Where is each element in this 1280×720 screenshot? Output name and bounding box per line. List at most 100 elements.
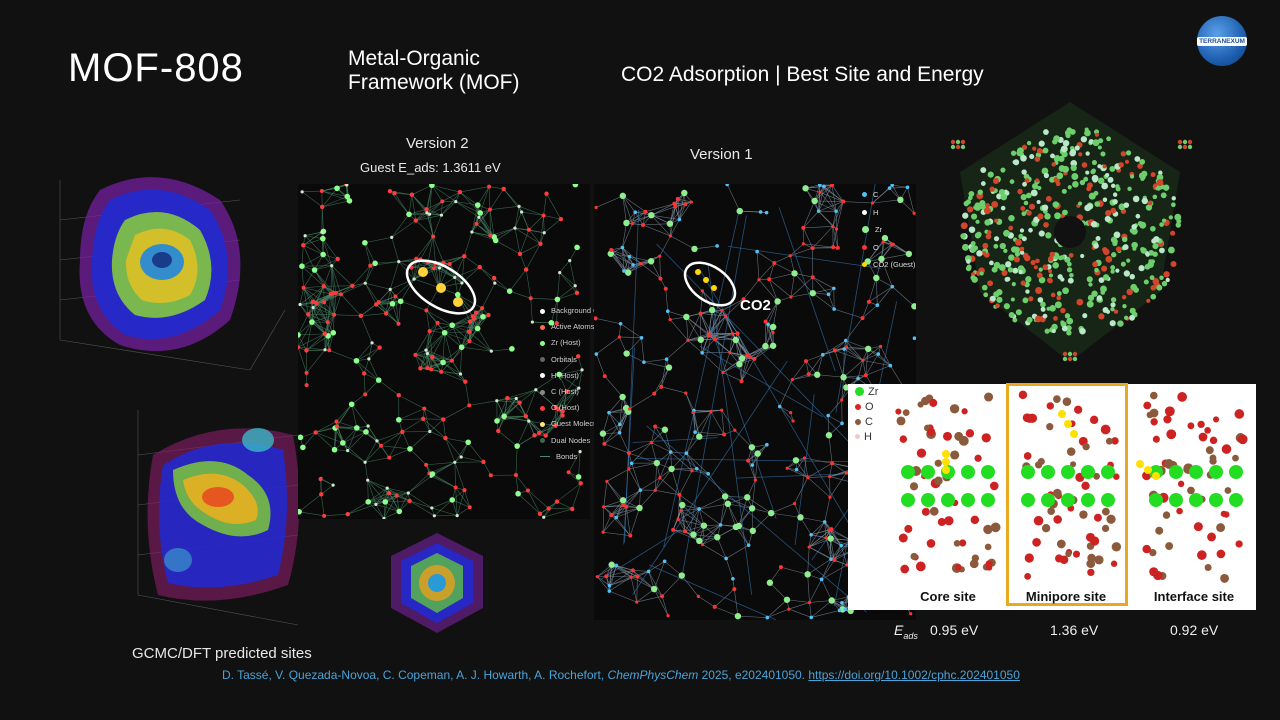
site-atom: [937, 517, 946, 527]
co2-atom: [942, 450, 950, 458]
crystal-atom: [1020, 280, 1026, 286]
atom: [617, 431, 622, 435]
atom: [807, 600, 812, 605]
crystal-atom: [967, 206, 974, 213]
co2-atom: [1152, 472, 1160, 480]
site-atom: [1053, 395, 1061, 403]
site-atom: [927, 427, 936, 436]
bond-line: [299, 286, 324, 305]
atom: [621, 502, 626, 507]
bond-line: [830, 545, 842, 560]
bond-line: [787, 467, 808, 478]
bond-line: [653, 588, 669, 616]
atom: [810, 246, 815, 251]
doi-link[interactable]: https://doi.org/10.1002/cphc.202401050: [808, 668, 1020, 682]
bond-line: [328, 332, 334, 351]
bond-line: [441, 201, 443, 216]
crystal-atom: [1084, 127, 1089, 132]
bond-line: [435, 263, 440, 288]
atom: [366, 424, 370, 428]
version-2-network-svg: [298, 184, 584, 519]
crystal-atom: [970, 241, 976, 246]
crystal-atom: [1062, 165, 1070, 173]
bond-line: [314, 258, 338, 271]
atom: [320, 251, 326, 258]
atom: [513, 226, 517, 230]
crystal-atom: [1062, 209, 1068, 216]
bond-line: [331, 265, 353, 287]
crystal-atom: [1051, 328, 1056, 334]
atom: [668, 317, 672, 322]
site-atom: [1209, 454, 1217, 462]
bond-line: [684, 525, 704, 532]
zr-atom: [1189, 493, 1203, 507]
atom: [424, 348, 428, 352]
bond-line: [616, 565, 633, 571]
bond-line: [714, 606, 739, 617]
bond-line: [669, 198, 679, 224]
bond-line: [734, 430, 753, 448]
crystal-atom: [991, 266, 998, 273]
bond-line: [386, 487, 397, 496]
atom: [629, 575, 633, 579]
bond-line: [630, 576, 638, 603]
atom: [467, 403, 472, 408]
crystal-atom: [1110, 265, 1116, 271]
atom: [575, 354, 581, 359]
site-atom: [1207, 532, 1216, 542]
bond-line: [808, 521, 825, 548]
atom: [541, 213, 546, 218]
bond-line: [628, 452, 657, 464]
bond-line: [432, 462, 455, 475]
atom: [387, 189, 393, 194]
subtitle-line-2: Framework (MOF): [348, 71, 520, 94]
bond-line: [889, 186, 908, 189]
atom: [517, 251, 523, 257]
crystal-atom: [1113, 231, 1121, 239]
crystal-atom: [1103, 248, 1110, 256]
bond-line: [494, 227, 516, 238]
atom: [660, 594, 665, 599]
bond-line: [700, 313, 726, 317]
bond-line: [769, 273, 795, 280]
cell-line: [736, 473, 844, 479]
atom: [335, 256, 340, 262]
atom: [720, 408, 724, 412]
bond-line: [809, 602, 812, 618]
atom: [458, 372, 463, 376]
bond-line: [311, 314, 335, 323]
crystal-atom: [1132, 195, 1140, 203]
bond-line: [743, 279, 760, 300]
crystal-atom: [1024, 254, 1031, 262]
atom: [602, 505, 606, 509]
bond-line: [394, 192, 412, 195]
bond-line: [452, 324, 470, 333]
bond-line: [609, 576, 632, 586]
atom: [720, 308, 724, 313]
atom: [618, 422, 622, 427]
atom: [625, 269, 632, 276]
bond-line: [426, 212, 434, 237]
bond-line: [425, 322, 438, 351]
atom: [811, 197, 818, 205]
atom: [394, 493, 399, 498]
atom: [537, 511, 543, 516]
v2-density-svg: [391, 533, 483, 633]
cell-line: [778, 207, 836, 372]
bond-line: [701, 352, 724, 373]
citation-authors: D. Tassé, V. Quezada-Novoa, C. Copeman, …: [222, 668, 605, 682]
bond-line: [546, 193, 562, 220]
bond-line: [321, 232, 324, 255]
density-plot-top-svg: [59, 177, 286, 371]
crystal-atom: [1077, 201, 1083, 206]
zr-atom: [921, 465, 935, 479]
atom: [809, 615, 814, 620]
atom: [447, 261, 452, 266]
bond-line: [835, 201, 844, 212]
bond-line: [811, 600, 832, 618]
atom: [909, 612, 913, 616]
crystal-atom: [1038, 276, 1046, 284]
atom: [320, 230, 324, 234]
crystal-atom: [1085, 170, 1090, 175]
bond-line: [518, 206, 544, 216]
